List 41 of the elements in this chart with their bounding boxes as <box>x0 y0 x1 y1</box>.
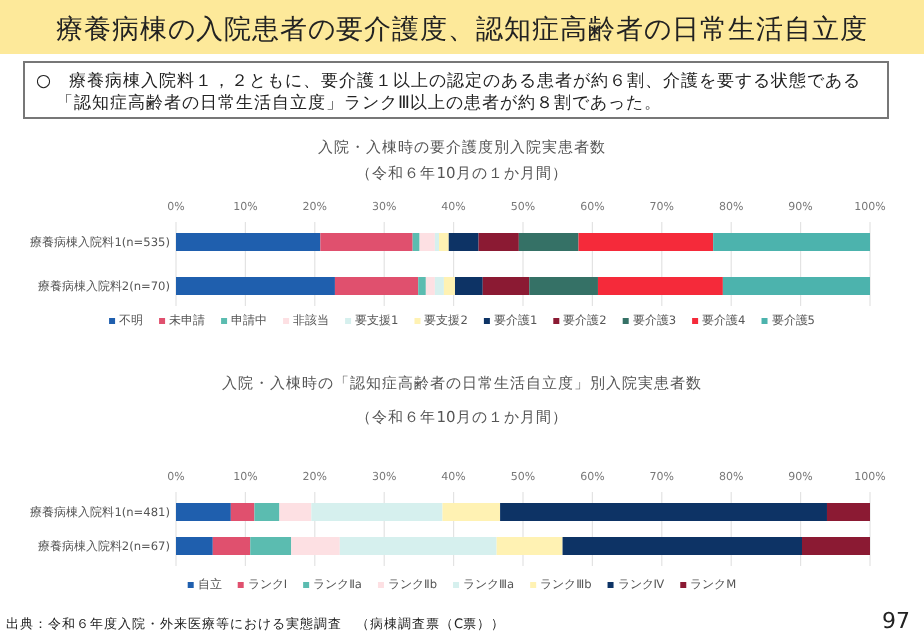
bar <box>439 233 449 251</box>
bar <box>254 503 280 521</box>
bar <box>176 277 335 295</box>
bar <box>176 537 213 555</box>
bar <box>801 537 870 555</box>
bar <box>496 537 563 555</box>
bar <box>482 277 530 295</box>
text: ○ 療養病棟入院料１，２ともに、要介護１以上の認定のある患者が約６割、介護を要する状態である「認知症高齢者の日常生活自立度」ランクⅢ以上の患者が約８割であった。 <box>36 70 861 114</box>
bar <box>434 277 444 295</box>
text: 97 <box>882 608 910 634</box>
bar <box>562 537 802 555</box>
bar <box>518 233 579 251</box>
bar <box>713 233 870 251</box>
bar <box>826 503 870 521</box>
bar <box>250 537 292 555</box>
bar <box>291 537 340 555</box>
bar <box>212 537 251 555</box>
bar <box>418 277 426 295</box>
bar <box>176 233 321 251</box>
bar <box>230 503 255 521</box>
bar <box>578 233 714 251</box>
bar <box>722 277 870 295</box>
bar <box>320 233 413 251</box>
bar <box>478 233 519 251</box>
bar <box>434 233 440 251</box>
bar <box>412 233 420 251</box>
bar <box>443 277 455 295</box>
bar <box>334 277 419 295</box>
bar <box>442 503 501 521</box>
bar <box>339 537 497 555</box>
bar <box>279 503 312 521</box>
bar <box>425 277 435 295</box>
bar <box>529 277 598 295</box>
bar <box>419 233 435 251</box>
bar <box>311 503 443 521</box>
bar <box>454 277 483 295</box>
bar <box>597 277 723 295</box>
text: 療養病棟の入院患者の要介護度、認知症高齢者の日常生活自立度 <box>56 14 868 46</box>
bar <box>176 503 231 521</box>
bar <box>448 233 479 251</box>
bar <box>500 503 827 521</box>
